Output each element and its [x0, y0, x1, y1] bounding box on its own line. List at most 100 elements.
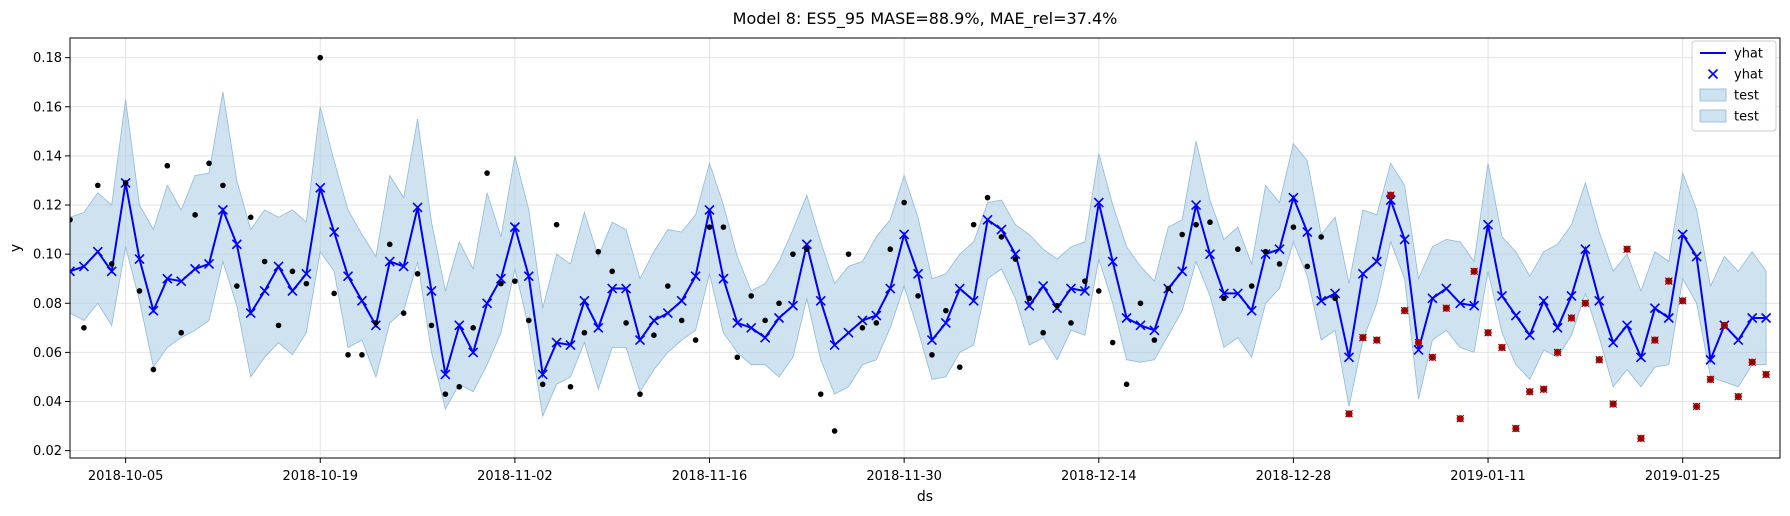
- yhat-marker: [356, 295, 368, 306]
- yhat-marker: [1427, 293, 1438, 304]
- axes: 0.02 0.04 0.06 0.08 0.10 0.12 0.14 0.16 0.18 2018…: [33, 51, 1720, 484]
- yhat-marker: [704, 204, 715, 215]
- yhat-marker: [593, 322, 604, 333]
- actual-point: [456, 383, 463, 390]
- actual-point: [970, 221, 977, 228]
- yhat-marker: [495, 273, 507, 284]
- yhat-marker: [231, 239, 242, 250]
- x-tick-label: 2018-11-02: [477, 469, 553, 484]
- yhat-marker: [676, 295, 687, 306]
- yhat-marker: [565, 339, 576, 351]
- actual-point: [637, 391, 643, 397]
- actual-point: [1193, 221, 1199, 228]
- yhat-marker: [1371, 256, 1382, 267]
- test-point-cross: [1511, 424, 1520, 433]
- actual-point: [845, 251, 852, 257]
- yhat-marker: [1496, 290, 1508, 301]
- actual-point: [1290, 224, 1297, 230]
- yhat-marker: [773, 312, 785, 324]
- actual-point: [247, 214, 254, 221]
- yhat-marker: [1010, 249, 1021, 260]
- yhat-marker: [1691, 251, 1702, 262]
- test-point-cross: [1553, 348, 1562, 357]
- yhat-marker: [509, 222, 520, 233]
- yhat-marker: [1302, 226, 1313, 238]
- yhat-marker: [857, 315, 868, 326]
- actual-point: [1332, 295, 1338, 302]
- actual-point: [609, 268, 615, 275]
- yhat-marker: [1038, 281, 1049, 292]
- legend-box: [1691, 40, 1777, 132]
- actual-point: [984, 194, 991, 201]
- actual-point: [498, 280, 504, 287]
- test-point-cross: [1734, 392, 1743, 401]
- actual-point: [81, 325, 87, 331]
- x-tick-label: 2019-01-25: [1645, 469, 1721, 484]
- yhat-marker: [1482, 219, 1494, 230]
- actual-point: [1151, 337, 1158, 343]
- yhat-marker: [1191, 199, 1202, 211]
- yhat-marker: [92, 246, 103, 257]
- yhat-marker: [551, 337, 562, 348]
- yhat-marker: [1566, 290, 1577, 301]
- legend-label: test: [1734, 110, 1759, 125]
- actual-point: [192, 212, 198, 218]
- yhat-marker: [912, 268, 924, 279]
- actual-point: [289, 268, 296, 275]
- legend-band-swatch: [1699, 109, 1727, 123]
- actual-point: [206, 160, 212, 167]
- actual-point: [1318, 234, 1325, 240]
- yhat-marker: [926, 335, 938, 346]
- yhat-marker: [1274, 244, 1285, 255]
- actual-point: [734, 354, 741, 361]
- yhat-marker: [1552, 322, 1563, 333]
- chart-title: Model 8: ES5_95 MASE=88.9%, MAE_rel=37.4…: [733, 9, 1118, 29]
- actual-point: [1109, 339, 1116, 346]
- actual-point: [1123, 381, 1130, 388]
- actual-point: [817, 391, 824, 397]
- x-tick-label: 2018-11-30: [866, 469, 942, 484]
- test-point-cross: [1442, 304, 1451, 313]
- actual-point: [108, 261, 115, 267]
- yhat-marker: [843, 327, 854, 338]
- test-point-cross: [1359, 333, 1367, 342]
- y-tick-label: 0.08: [33, 297, 62, 312]
- yhat-marker: [1330, 288, 1341, 299]
- yhat-marker: [1761, 312, 1772, 324]
- yhat-marker: [1177, 266, 1188, 277]
- yhat-marker: [454, 320, 465, 331]
- test-point-cross: [1400, 306, 1409, 315]
- legend-label: yhat: [1734, 68, 1763, 83]
- yhat-marker: [940, 317, 951, 328]
- yhat-marker: [1663, 312, 1674, 324]
- yhat-marker: [1357, 268, 1368, 279]
- actual-point: [790, 251, 796, 257]
- yhat-marker: [885, 283, 896, 294]
- yhat-marker: [982, 214, 993, 225]
- actual-point: [275, 322, 282, 329]
- legend-marker-swatch: [1707, 68, 1719, 80]
- x-tick-label: 2018-12-28: [1256, 469, 1332, 484]
- actual-point: [122, 180, 129, 186]
- actual-point: [1137, 300, 1144, 307]
- actual-point: [748, 293, 755, 299]
- yhat-marker: [162, 273, 173, 284]
- yhat-marker: [70, 266, 76, 277]
- actual-point: [261, 258, 268, 265]
- test-point-cross: [1609, 400, 1618, 408]
- yhat-marker: [440, 369, 451, 380]
- actual-point: [359, 352, 365, 358]
- test-point-cross: [1692, 402, 1701, 411]
- legend-label: test: [1734, 89, 1759, 104]
- actual-point: [95, 182, 101, 189]
- yhat-marker: [1469, 300, 1480, 311]
- yhat-marker: [1232, 288, 1243, 299]
- test-point-cross: [1637, 434, 1645, 443]
- yhat-marker: [412, 202, 423, 213]
- y-tick-label: 0.02: [33, 444, 62, 459]
- actual-point: [804, 246, 810, 253]
- actual-point: [553, 221, 560, 228]
- actual-point: [136, 288, 143, 294]
- actual-point: [776, 300, 782, 307]
